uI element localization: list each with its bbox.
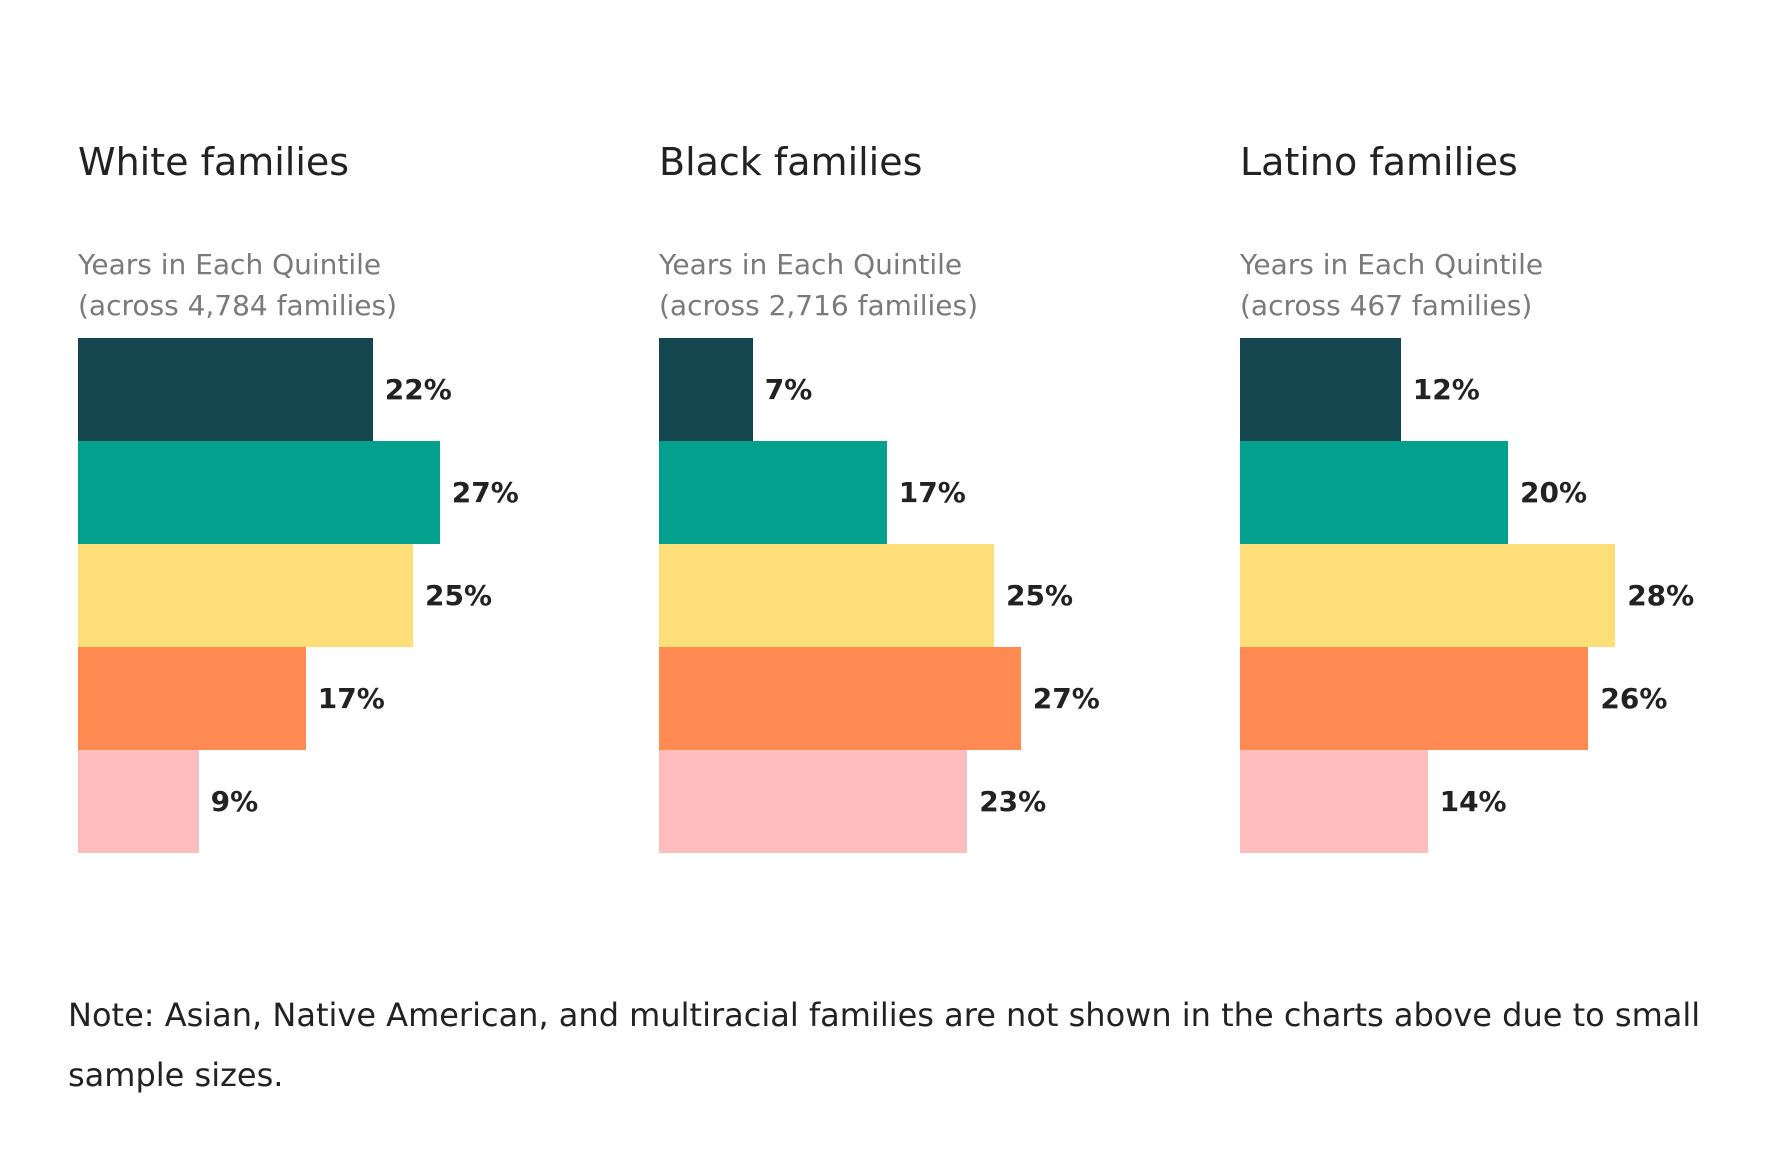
chart-panel-latino: Latino families Years in Each Quintile (… bbox=[1240, 140, 1788, 860]
bar-row: 20% bbox=[1240, 441, 1788, 544]
bar-row: 26% bbox=[1240, 647, 1788, 750]
bar bbox=[1240, 544, 1616, 647]
bar-value-label: 20% bbox=[1520, 476, 1588, 509]
subtitle-line: (across 2,716 families) bbox=[659, 289, 979, 322]
subtitle-line: Years in Each Quintile bbox=[659, 248, 963, 281]
bar bbox=[659, 647, 1021, 750]
bar-value-label: 17% bbox=[317, 682, 385, 715]
bar-row: 22% bbox=[78, 338, 638, 441]
bar-value-label: 14% bbox=[1439, 785, 1507, 818]
bar-group: 12% 20% 28% 26% 14% bbox=[1240, 338, 1788, 853]
bar bbox=[659, 441, 887, 544]
bar bbox=[78, 338, 373, 441]
bar-row: 12% bbox=[1240, 338, 1788, 441]
bar-group: 7% 17% 25% 27% 23% bbox=[659, 338, 1219, 853]
bar bbox=[78, 544, 413, 647]
bar-value-label: 27% bbox=[451, 476, 519, 509]
bar-row: 23% bbox=[659, 750, 1219, 853]
bar bbox=[78, 750, 199, 853]
bar-row: 17% bbox=[78, 647, 638, 750]
bar-value-label: 12% bbox=[1412, 373, 1480, 406]
bar-row: 27% bbox=[659, 647, 1219, 750]
chart-title: Latino families bbox=[1240, 140, 1518, 184]
bar-value-label: 9% bbox=[210, 785, 259, 818]
chart-panel-black: Black families Years in Each Quintile (a… bbox=[659, 140, 1219, 860]
bar bbox=[659, 750, 968, 853]
bar-value-label: 27% bbox=[1032, 682, 1100, 715]
bar bbox=[659, 338, 753, 441]
chart-subtitle: Years in Each Quintile (across 4,784 fam… bbox=[78, 244, 397, 326]
bar-row: 14% bbox=[1240, 750, 1788, 853]
bar-row: 25% bbox=[659, 544, 1219, 647]
bar bbox=[1240, 750, 1428, 853]
bar-row: 25% bbox=[78, 544, 638, 647]
bar bbox=[78, 441, 440, 544]
bar-group: 22% 27% 25% 17% 9% bbox=[78, 338, 638, 853]
bar-value-label: 26% bbox=[1600, 682, 1668, 715]
bar bbox=[1240, 647, 1589, 750]
chart-subtitle: Years in Each Quintile (across 2,716 fam… bbox=[659, 244, 978, 326]
bar bbox=[78, 647, 306, 750]
chart-subtitle: Years in Each Quintile (across 467 famil… bbox=[1240, 244, 1543, 326]
bar bbox=[659, 544, 994, 647]
chart-panel-white: White families Years in Each Quintile (a… bbox=[78, 140, 638, 860]
bar-value-label: 17% bbox=[898, 476, 966, 509]
subtitle-line: Years in Each Quintile bbox=[1240, 248, 1544, 281]
bar-row: 28% bbox=[1240, 544, 1788, 647]
subtitle-line: (across 467 families) bbox=[1240, 289, 1533, 322]
bar-row: 9% bbox=[78, 750, 638, 853]
subtitle-line: (across 4,784 families) bbox=[78, 289, 398, 322]
bar-value-label: 22% bbox=[384, 373, 452, 406]
bar bbox=[1240, 441, 1508, 544]
bar-value-label: 25% bbox=[1006, 579, 1074, 612]
chart-title: White families bbox=[78, 140, 350, 184]
bar-value-label: 23% bbox=[979, 785, 1047, 818]
subtitle-line: Years in Each Quintile bbox=[78, 248, 382, 281]
bar-row: 7% bbox=[659, 338, 1219, 441]
bar-row: 17% bbox=[659, 441, 1219, 544]
bar bbox=[1240, 338, 1401, 441]
bar-value-label: 25% bbox=[425, 579, 493, 612]
chart-title: Black families bbox=[659, 140, 923, 184]
bar-value-label: 28% bbox=[1627, 579, 1695, 612]
bar-row: 27% bbox=[78, 441, 638, 544]
chart-note: Note: Asian, Native American, and multir… bbox=[68, 996, 1701, 1094]
bar-value-label: 7% bbox=[764, 373, 813, 406]
